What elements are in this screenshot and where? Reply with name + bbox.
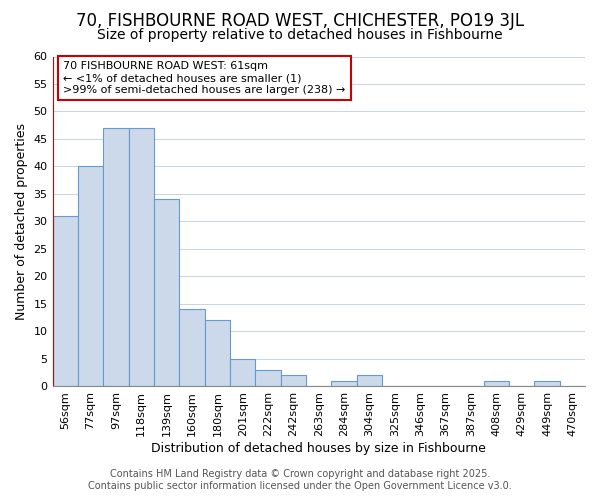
Bar <box>154 200 179 386</box>
Bar <box>230 359 256 386</box>
Text: Size of property relative to detached houses in Fishbourne: Size of property relative to detached ho… <box>97 28 503 42</box>
Bar <box>205 320 230 386</box>
Text: 70 FISHBOURNE ROAD WEST: 61sqm
← <1% of detached houses are smaller (1)
>99% of : 70 FISHBOURNE ROAD WEST: 61sqm ← <1% of … <box>63 62 346 94</box>
Bar <box>357 376 382 386</box>
Text: 70, FISHBOURNE ROAD WEST, CHICHESTER, PO19 3JL: 70, FISHBOURNE ROAD WEST, CHICHESTER, PO… <box>76 12 524 30</box>
X-axis label: Distribution of detached houses by size in Fishbourne: Distribution of detached houses by size … <box>151 442 486 455</box>
Bar <box>256 370 281 386</box>
Bar <box>534 381 560 386</box>
Bar <box>484 381 509 386</box>
Bar <box>179 310 205 386</box>
Bar <box>78 166 103 386</box>
Bar <box>331 381 357 386</box>
Y-axis label: Number of detached properties: Number of detached properties <box>15 123 28 320</box>
Bar <box>281 376 306 386</box>
Text: Contains HM Land Registry data © Crown copyright and database right 2025.
Contai: Contains HM Land Registry data © Crown c… <box>88 470 512 491</box>
Bar <box>128 128 154 386</box>
Bar <box>103 128 128 386</box>
Bar <box>53 216 78 386</box>
